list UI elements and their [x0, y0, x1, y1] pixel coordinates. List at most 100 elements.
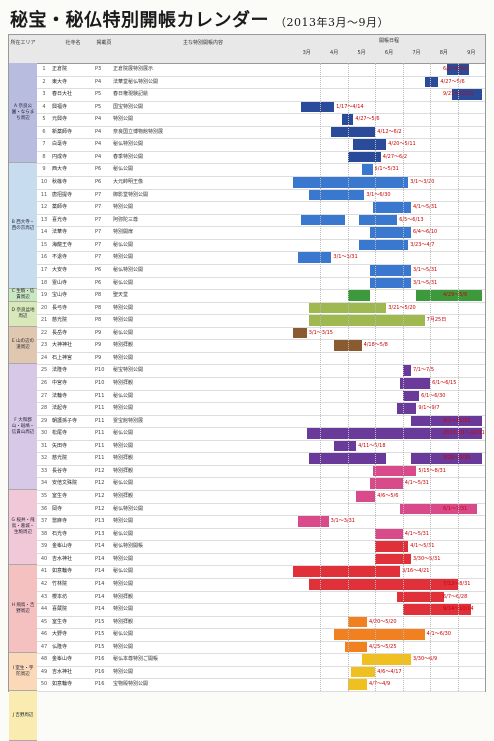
region-label: H 飛鳥・吉野周辺	[9, 565, 37, 654]
schedule-bar	[345, 641, 368, 653]
page-ref: P8	[95, 304, 102, 311]
temple-name: 喜光寺	[52, 216, 68, 223]
date-range-label: 4/27～5/6	[440, 78, 465, 85]
page-ref: P15	[95, 618, 105, 625]
row-number: 6	[42, 128, 46, 135]
date-range-label: 4/20～5/20	[369, 618, 397, 625]
schedule-cell: 3/1～5/31	[293, 277, 485, 290]
row-number: 27	[40, 392, 48, 399]
temple-name: 慈光院	[52, 317, 68, 324]
row-number: 43	[40, 593, 48, 600]
table-row: 35 室生寺 P12 特別拝観 4/6～5/6	[37, 490, 485, 504]
schedule-bar	[331, 126, 376, 138]
row-number: 47	[40, 643, 48, 650]
schedule-cell: 4/1～6/30	[293, 628, 485, 641]
exhibit-content: 秘仏公開	[113, 392, 134, 399]
table-row: 40 吉水神社 P14 特別公開 3/30～5/31	[37, 553, 485, 567]
date-range-label: 4/6～5/6	[377, 493, 399, 500]
row-number: 22	[40, 329, 48, 336]
page-ref: P6	[95, 166, 102, 173]
calendar-table: 所在エリア 社寺名 掲載頁 主な特別開帳内容 開帳日程 3月 4月 5月 6月 7月 8月…	[8, 34, 486, 741]
schedule-bar	[293, 177, 409, 188]
row-number: 33	[40, 467, 48, 474]
date-range-label: 4/18～5/8	[363, 342, 388, 349]
date-range-label: 7/1～7/5	[412, 367, 435, 374]
month-header: 3月 4月 5月 6月 7月 8月 9月	[293, 49, 485, 61]
exhibit-content: 秘仏公開	[113, 631, 134, 638]
temple-name: 如意輪寺	[52, 568, 73, 575]
schedule-bar	[369, 478, 403, 490]
exhibit-content: 特別拝観	[113, 455, 134, 462]
exhibit-content: 法華堂秘仏特別公開	[113, 78, 159, 85]
date-range-label: 4/1～6/30	[426, 631, 451, 638]
page-ref: P15	[95, 643, 105, 650]
exhibit-content: 特別拝観	[113, 618, 134, 625]
row-number: 7	[42, 141, 46, 148]
schedule-bar	[361, 654, 411, 665]
exhibit-content: 秘仏公開	[113, 430, 134, 437]
schedule-bar	[416, 290, 483, 301]
temple-name: 松尾寺	[52, 430, 68, 437]
schedule-cell: 4/12～6/2	[293, 126, 485, 139]
region-label: C 生駒・信貴周辺	[9, 289, 37, 302]
row-number: 3	[42, 91, 46, 98]
schedule-cell: 4/20～5/20	[293, 616, 485, 629]
row-number: 12	[40, 204, 48, 211]
schedule-bar	[424, 76, 439, 88]
row-number: 46	[40, 631, 48, 638]
schedule-bar	[350, 666, 376, 678]
schedule-cell: 6/1～6/12	[293, 63, 485, 76]
date-range-label: 3/20～6/30	[443, 455, 471, 462]
schedule-bar	[372, 202, 411, 213]
schedule-bar	[410, 415, 483, 427]
date-range-label: 3/1～5/31	[412, 266, 438, 273]
row-number: 26	[40, 380, 48, 386]
row-number: 42	[40, 580, 48, 587]
exhibit-content: 特別公開	[113, 442, 134, 449]
schedule-cell: 4/11～5/18	[293, 440, 485, 453]
exhibit-content: 特別公開	[113, 580, 134, 587]
temple-name: 長谷寺	[52, 467, 68, 474]
schedule-cell	[293, 352, 485, 365]
schedule-bar	[293, 327, 307, 339]
schedule-cell: 9/1～11/10	[293, 415, 485, 428]
schedule-bar	[375, 528, 403, 540]
date-range-label: 4/27～6/2	[382, 153, 408, 160]
temple-name: 喜蔵院	[52, 606, 68, 613]
exhibit-content: 秘仏公開	[113, 279, 134, 286]
schedule-cell: 4/1～5/31	[293, 477, 485, 490]
table-row: 25 法隆寺 P10 秘宝特別公開 7/1～7/5	[37, 364, 485, 378]
temple-name: 秋篠寺	[52, 179, 68, 186]
page-ref: P7	[95, 229, 102, 236]
exhibit-content: 秘仏特別公開	[113, 141, 144, 148]
table-row: 34 安倍文殊院 P12 秘仏公開 4/1～5/31	[37, 477, 485, 492]
temple-name: 室生寺	[52, 493, 68, 500]
row-number: 20	[40, 304, 48, 311]
date-range-label: 7/13～8/31	[443, 580, 471, 587]
schedule-cell: 7/13～8/31	[293, 578, 485, 591]
region-label: E 山の辺の道周辺	[9, 326, 37, 365]
row-number: 45	[40, 618, 48, 625]
schedule-bar	[410, 453, 483, 464]
date-range-label: 4/29～5/6	[443, 292, 468, 299]
date-range-label: 3/21～5/20	[388, 304, 416, 311]
temple-name: 石上神宮	[52, 354, 73, 361]
row-number: 15	[40, 241, 48, 248]
date-range-label: 3/1～3/31	[333, 254, 358, 261]
table-row: 15 海龍王寺 P7 秘仏公開 3/23～4/7	[37, 239, 485, 253]
schedule-bar	[372, 465, 417, 477]
temple-name: 春日大社	[52, 91, 73, 98]
exhibit-content: 特別開扉	[113, 229, 134, 236]
exhibit-content: 特別拝観	[113, 380, 134, 386]
row-number: 23	[40, 342, 48, 349]
table-row: 4 興福寺 P5 国宝特別公開 1/17～4/14	[37, 101, 485, 115]
exhibit-content: 阿弥陀三尊	[113, 216, 139, 223]
schedule-cell: 3/23～4/7	[293, 239, 485, 252]
schedule-bar	[309, 302, 387, 314]
page-ref: P3	[95, 66, 102, 72]
table-row: 12 薬師寺 P7 特別公開 4/1～5/31	[37, 201, 485, 215]
exhibit-content: 国宝特別公開	[113, 103, 144, 110]
schedule-bar	[402, 390, 420, 402]
date-range-label: 3/23～4/7	[410, 241, 435, 248]
schedule-cell: 4/1～5/31	[293, 540, 485, 553]
